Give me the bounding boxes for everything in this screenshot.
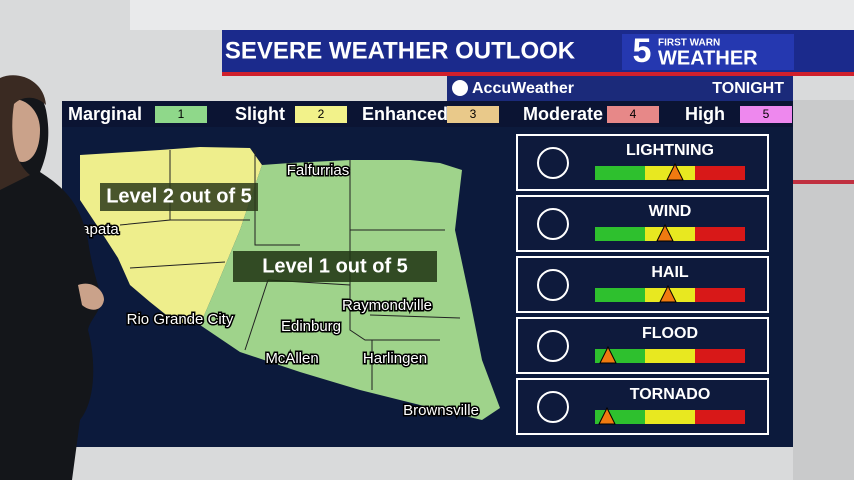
- legend-swatch: [607, 106, 659, 123]
- presenter-body: [0, 79, 102, 480]
- header-stripe: [222, 72, 854, 76]
- threat-panel: [516, 134, 769, 191]
- logo-number: 5: [633, 32, 652, 70]
- city-label: Brownsville: [403, 402, 479, 419]
- legend-label: High: [685, 104, 725, 124]
- risk-marker: [598, 406, 616, 425]
- threat-icon: [537, 269, 569, 301]
- risk-bar-high: [695, 410, 745, 424]
- legend-label: Slight: [235, 104, 285, 124]
- threat-name: WIND: [649, 203, 692, 220]
- presenter: [0, 75, 104, 480]
- legend-swatch: [155, 106, 207, 123]
- legend-level: 4: [630, 107, 637, 121]
- legend-swatch: [447, 106, 499, 123]
- risk-marker: [666, 162, 684, 181]
- legend-swatch: [295, 106, 347, 123]
- studio-wall: [793, 100, 854, 480]
- threat-icon: [537, 391, 569, 423]
- studio-wall: [130, 0, 854, 30]
- threat-panel: [516, 256, 769, 313]
- threat-panels: LIGHTNING WIND HAIL FLOOD TORNADO: [516, 134, 769, 435]
- legend-level: 3: [470, 107, 477, 121]
- level-label-box: [100, 183, 258, 211]
- risk-marker: [656, 223, 674, 242]
- threat-icon: [537, 330, 569, 362]
- logo-box: [622, 34, 794, 70]
- risk-bar-low: [595, 288, 645, 302]
- legend-level: 5: [763, 107, 770, 121]
- city-label: Edinburg: [281, 318, 341, 335]
- threat-panel: [516, 195, 769, 252]
- risk-bar-high: [695, 227, 745, 241]
- threat-panel: [516, 378, 769, 435]
- legend-label: Enhanced: [362, 104, 448, 124]
- presenter-face: [7, 99, 40, 162]
- risk-bar-high: [695, 288, 745, 302]
- logo-bottom: WEATHER: [658, 47, 758, 69]
- threat-name: FLOOD: [642, 325, 698, 342]
- county-line: [119, 150, 461, 390]
- level-label: Level 2 out of 5: [106, 185, 252, 207]
- legend-swatch: [740, 106, 792, 123]
- header-title: SEVERE WEATHER OUTLOOK: [225, 37, 576, 64]
- city-label: McAllen: [265, 350, 318, 367]
- level-label: Level 1 out of 5: [262, 255, 408, 277]
- threat-icon: [537, 208, 569, 240]
- city-label: Rio Grande City: [127, 311, 234, 328]
- legend: Marginal 1 Slight 2 Enhanced 3 Moderate 4 High 5: [68, 104, 792, 124]
- threat-name: TORNADO: [630, 386, 711, 403]
- level-label-box: [233, 251, 437, 282]
- legend-level: 2: [318, 107, 325, 121]
- city-label: Harlingen: [363, 350, 427, 367]
- threat-panel: [516, 317, 769, 374]
- risk-bar-mid: [645, 410, 695, 424]
- accuweather-icon: [452, 80, 468, 96]
- presenter-hand: [78, 283, 104, 310]
- presenter-hair: [0, 75, 46, 190]
- risk-marker: [599, 345, 617, 364]
- county-lines: [119, 150, 461, 390]
- logo-top: FIRST WARN: [658, 38, 720, 49]
- threat-name: HAIL: [651, 264, 689, 281]
- city-label: Raymondville: [342, 297, 432, 314]
- legend-label: Marginal: [68, 104, 142, 124]
- threat-name: LIGHTNING: [626, 142, 714, 159]
- risk-bar-mid: [645, 349, 695, 363]
- studio-stripe: [793, 180, 854, 184]
- legend-label: Moderate: [523, 104, 603, 124]
- subheader-bar: [447, 76, 793, 101]
- risk-bar-low: [595, 227, 645, 241]
- risk-bar-low: [595, 166, 645, 180]
- period: TONIGHT: [712, 80, 784, 97]
- threat-icon: [537, 147, 569, 179]
- legend-level: 1: [178, 107, 185, 121]
- risk-bar-high: [695, 349, 745, 363]
- brand: AccuWeather: [472, 80, 574, 97]
- city-label: Falfurrias: [287, 162, 350, 179]
- risk-bar-high: [695, 166, 745, 180]
- risk-marker: [659, 284, 677, 303]
